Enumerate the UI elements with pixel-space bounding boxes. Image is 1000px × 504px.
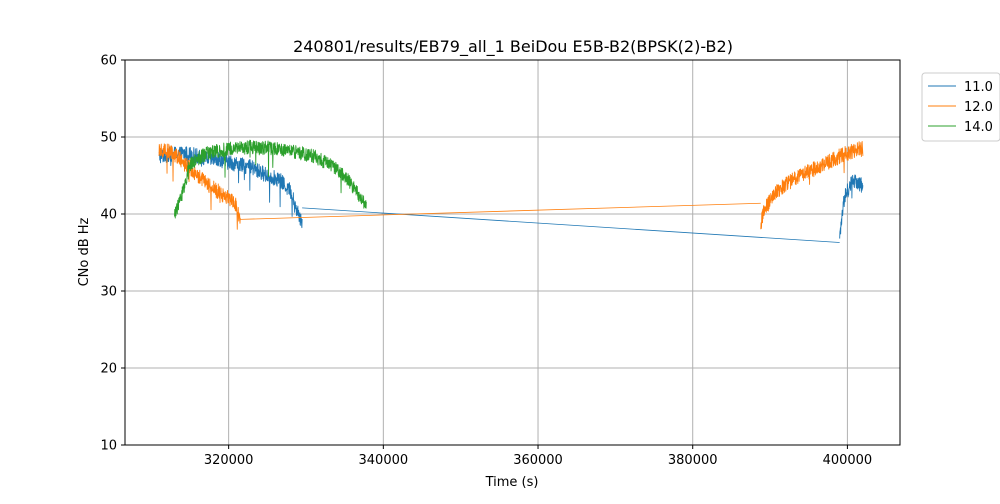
y-tick-label: 20 (100, 362, 117, 377)
y-tick-label: 40 (100, 208, 117, 223)
x-tick-label: 380000 (668, 453, 718, 468)
series-line-segment (174, 139, 367, 219)
series-connector-line (302, 207, 840, 243)
series-line-segment (839, 174, 864, 239)
x-tick-label: 360000 (513, 453, 563, 468)
y-tick-label: 50 (100, 131, 117, 146)
y-axis-label: CNo dB Hz (77, 217, 92, 286)
legend-label: 12.0 (964, 100, 993, 115)
series-line-segment (158, 143, 241, 230)
series-14-0 (174, 139, 367, 219)
series-layer (158, 139, 864, 243)
series-line-segment (158, 146, 303, 229)
y-tick-label: 60 (100, 54, 117, 69)
legend: 11.0 12.0 14.0 (921, 72, 1000, 142)
series-12-0 (158, 140, 864, 230)
x-tick-label: 320000 (204, 453, 254, 468)
axis-ticks: 320000 340000 360000 380000 400000 10 20 30 40 50… (100, 54, 872, 469)
series-line-segment (760, 140, 864, 230)
series-connector-line (240, 202, 761, 220)
chart-title: 240801/results/EB79_all_1 BeiDou E5B-B2(… (293, 37, 733, 57)
y-tick-label: 10 (100, 439, 117, 454)
x-axis-label: Time (s) (485, 475, 539, 490)
legend-box (921, 72, 1000, 142)
y-tick-label: 30 (100, 285, 117, 300)
x-tick-label: 340000 (359, 453, 409, 468)
legend-label: 14.0 (964, 120, 993, 135)
x-tick-label: 400000 (823, 453, 873, 468)
legend-label: 11.0 (964, 80, 993, 95)
series-11-0 (158, 146, 864, 243)
plot-frame (124, 59, 901, 446)
